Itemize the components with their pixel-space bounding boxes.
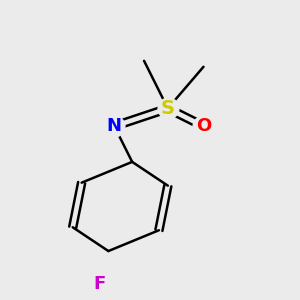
Text: N: N — [107, 117, 122, 135]
Text: F: F — [93, 275, 106, 293]
Text: O: O — [196, 117, 211, 135]
Text: S: S — [161, 99, 175, 118]
